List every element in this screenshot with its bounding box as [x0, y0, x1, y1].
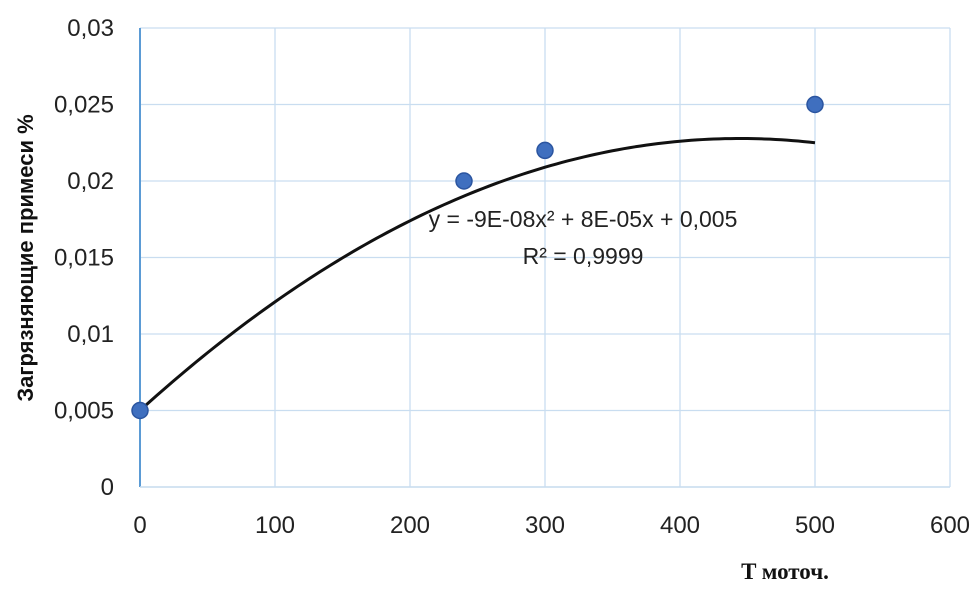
y-tick-label: 0,01 [67, 321, 114, 348]
y-tick-label: 0,015 [54, 245, 114, 272]
x-tick-label: 100 [255, 512, 295, 539]
x-tick-label: 0 [133, 512, 146, 539]
data-point [536, 141, 554, 160]
data-point [455, 172, 473, 190]
y-tick-label: 0,005 [54, 398, 114, 425]
trendline [138, 136, 816, 412]
x-tick-label: 200 [390, 512, 430, 539]
y-tick-label: 0 [101, 474, 114, 501]
r-squared-label: R² = 0,9999 [523, 243, 644, 269]
y-tick-label: 0,025 [54, 92, 114, 119]
trendline-equation: y = -9E-08x² + 8E-05x + 0,005 [429, 206, 738, 232]
x-axis-title: T моточ. [741, 559, 829, 584]
x-tick-label: 400 [660, 512, 700, 539]
y-axis-title: Загрязняющие примеси % [13, 114, 38, 401]
tick-labels: 0 100 200 300 400 500 600 0 0,005 0,01 0,015 0,02 0,… [54, 15, 970, 539]
x-tick-label: 600 [930, 512, 970, 539]
y-tick-label: 0,02 [67, 168, 114, 195]
data-points [131, 95, 824, 420]
data-point [131, 401, 149, 420]
y-tick-label: 0,03 [67, 15, 114, 42]
x-tick-label: 300 [525, 512, 565, 539]
x-tick-label: 500 [795, 512, 835, 539]
data-point [806, 95, 824, 114]
